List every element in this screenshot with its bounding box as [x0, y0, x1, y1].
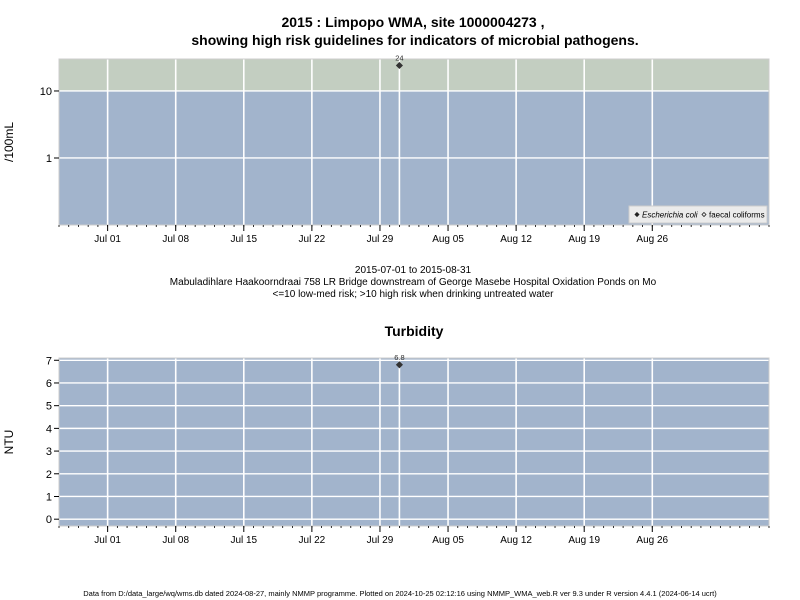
turbidity-panel-x-tick-label: Aug 19 [568, 535, 600, 546]
turbidity-panel-x-tick-label: Jul 01 [94, 535, 121, 546]
turbidity-panel-x-tick-label: Jul 29 [367, 535, 394, 546]
microbial-panel-legend-marker [701, 211, 707, 218]
microbial-panel-legend-label: faecal coliforms [709, 211, 765, 220]
microbial-panel-x-tick-label: Aug 05 [432, 234, 464, 245]
turbidity-panel-data-label: 6.8 [394, 353, 404, 362]
microbial-panel-x-tick-label: Jul 08 [162, 234, 189, 245]
turbidity-panel-data-point [395, 361, 403, 369]
chart-title-line-1: 2015 : Limpopo WMA, site 1000004273 , [282, 14, 545, 30]
site-description-label: Mabuladihlare Haakoorndraai 758 LR Bridg… [170, 277, 657, 288]
turbidity-panel-band-0 [59, 358, 769, 526]
microbial-panel-x-tick-label: Aug 19 [568, 234, 600, 245]
microbial-panel-y-tick-label: 10 [40, 86, 52, 98]
turbidity-panel-y-tick-label: 6 [46, 378, 52, 390]
microbial-panel: 1 10 Jul 01 Jul 08 Jul 15 Jul 22 Jul 29 Aug 05 A… [2, 53, 770, 245]
microbial-panel-legend-marker [634, 211, 640, 218]
turbidity-panel-y-tick-label: 1 [46, 491, 52, 503]
microbial-panel-x-tick-label: Jul 22 [299, 234, 326, 245]
microbial-panel-y-axis-label: /100mL [2, 122, 16, 162]
turbidity-panel-y-tick-label: 2 [46, 469, 52, 481]
microbial-panel-x-tick-label: Jul 15 [230, 234, 257, 245]
turbidity-panel-y-tick-label: 4 [46, 423, 52, 435]
turbidity-panel-y-axis-label: NTU [2, 430, 16, 455]
chart-title: 2015 : Limpopo WMA, site 1000004273 , sh… [191, 14, 638, 48]
microbial-panel-frame [58, 58, 770, 226]
turbidity-panel-frame [58, 357, 770, 527]
microbial-panel-y-tick-label: 1 [46, 153, 52, 165]
turbidity-title: Turbidity [385, 323, 444, 339]
microbial-panel-x-tick-label: Jul 01 [94, 234, 121, 245]
microbial-panel-x-tick-label: Jul 29 [367, 234, 394, 245]
microbial-panel-band-1 [59, 59, 769, 91]
turbidity-panel-y-tick-label: 5 [46, 401, 52, 413]
risk-guideline-label: <=10 low-med risk; >10 high risk when dr… [273, 289, 555, 300]
microbial-panel-data-point [395, 61, 403, 70]
footer-note: Data from D:/data_large/wq/wms.db dated … [83, 589, 717, 598]
microbial-panel-data-label: 24 [395, 53, 403, 62]
turbidity-panel-x-tick-label: Aug 26 [636, 535, 668, 546]
turbidity-panel: 0 1 2 3 4 5 6 7 Jul 01 Jul 08 Jul 15 Jul 22 Jul 29 Au… [2, 353, 770, 546]
date-range-label: 2015-07-01 to 2015-08-31 [355, 265, 472, 276]
microbial-panel-legend-label: Escherichia coli [642, 211, 698, 220]
turbidity-panel-x-tick-label: Aug 12 [500, 535, 532, 546]
turbidity-panel-y-tick-label: 0 [46, 514, 52, 526]
turbidity-panel-x-tick-label: Jul 08 [162, 535, 189, 546]
microbial-panel-x-tick-label: Aug 12 [500, 234, 532, 245]
turbidity-panel-y-tick-label: 7 [46, 355, 52, 367]
microbial-panel-x-tick-label: Aug 26 [636, 234, 668, 245]
microbial-panel-legend-box [628, 205, 768, 224]
turbidity-panel-x-tick-label: Jul 22 [299, 535, 326, 546]
turbidity-panel-x-tick-label: Aug 05 [432, 535, 464, 546]
chart-title-line-2: showing high risk guidelines for indicat… [191, 32, 638, 48]
turbidity-panel-x-tick-label: Jul 15 [230, 535, 257, 546]
microbial-subtitle: 2015-07-01 to 2015-08-31 Mabuladihlare H… [170, 265, 657, 300]
turbidity-panel-y-tick-label: 3 [46, 446, 52, 458]
